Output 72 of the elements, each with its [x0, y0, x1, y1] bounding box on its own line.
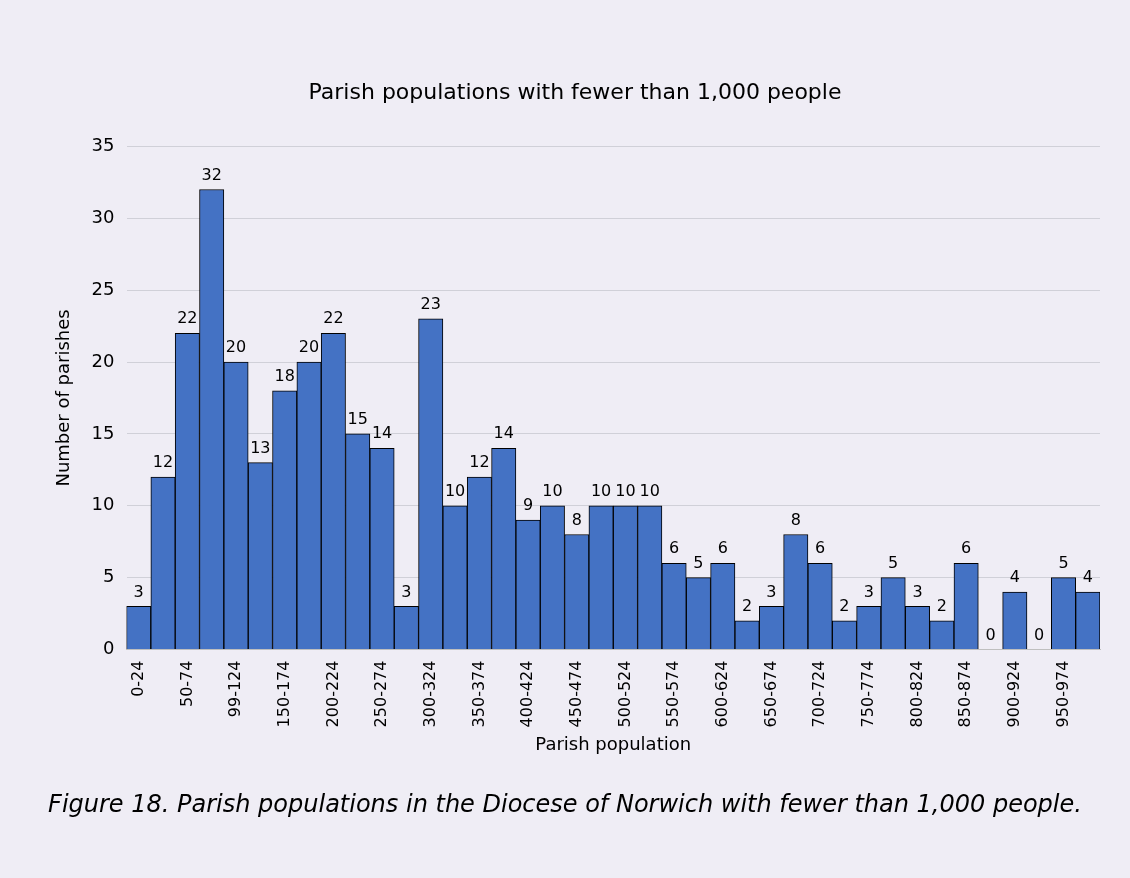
x-tick-label: 400-424 — [517, 660, 537, 728]
data-label: 10 — [444, 480, 466, 500]
data-label: 5 — [693, 552, 704, 572]
data-label: 12 — [152, 452, 174, 472]
data-label: 14 — [371, 423, 393, 443]
data-label: 10 — [542, 480, 563, 500]
x-tick-label: 150-174 — [273, 660, 293, 728]
x-tick-label: 350-374 — [468, 660, 488, 728]
data-label: 10 — [639, 480, 660, 500]
chart-title: Parish populations with fewer than 1,000 people — [308, 78, 842, 104]
data-label: 0 — [985, 624, 996, 644]
data-label: 2 — [936, 595, 947, 615]
x-tick-label: 900-924 — [1003, 660, 1023, 728]
data-label: 2 — [742, 595, 753, 615]
data-label: 6 — [669, 538, 680, 558]
x-tick-label: 700-724 — [809, 660, 829, 728]
y-tick-label: 15 — [91, 421, 115, 443]
data-label: 4 — [1082, 567, 1093, 587]
y-tick-label: 10 — [91, 493, 115, 515]
data-label: 9 — [522, 495, 534, 515]
x-tick-label: 800-824 — [906, 660, 926, 728]
x-tick-label: 550-574 — [663, 660, 683, 728]
data-label: 14 — [493, 423, 514, 443]
data-label: 8 — [790, 509, 801, 529]
data-label: 12 — [469, 452, 490, 472]
data-label: 8 — [571, 509, 582, 529]
x-tick-label: 99-124 — [225, 660, 245, 718]
x-tick-label: 750-774 — [857, 660, 877, 728]
x-tick-label: 850-874 — [955, 660, 975, 728]
data-label: 13 — [250, 437, 271, 457]
x-tick-label: 650-674 — [760, 660, 780, 728]
data-label: 22 — [323, 308, 344, 328]
x-axis-title: Parish population — [535, 732, 692, 754]
y-tick-label: 30 — [91, 205, 115, 227]
x-tick-label: 0-24 — [127, 660, 147, 697]
data-label: 5 — [888, 552, 899, 572]
y-tick-label: 5 — [103, 565, 115, 587]
x-tick-label: 200-224 — [322, 660, 342, 728]
data-label: 6 — [961, 538, 972, 558]
data-label: 18 — [274, 365, 295, 385]
x-tick-label: 450-474 — [565, 660, 585, 728]
x-tick-label: 950-974 — [1052, 660, 1072, 728]
data-label: 6 — [815, 538, 826, 558]
x-tick-label: 600-624 — [711, 660, 731, 728]
data-label: 3 — [766, 581, 777, 601]
data-label: 3 — [863, 581, 874, 601]
data-label: 0 — [1034, 624, 1045, 644]
data-label: 15 — [347, 409, 368, 429]
data-label: 6 — [717, 538, 728, 558]
x-tick-label: 500-524 — [614, 660, 634, 728]
data-label: 4 — [1009, 567, 1020, 587]
x-tick-label: 300-324 — [419, 660, 439, 728]
y-axis-title: Number of parishes — [52, 309, 74, 487]
data-label: 10 — [590, 480, 612, 500]
data-label: 10 — [615, 480, 636, 500]
data-label: 20 — [298, 337, 320, 357]
x-tick-label: 50-74 — [176, 660, 196, 708]
data-label: 23 — [420, 294, 441, 314]
y-tick-label: 0 — [103, 637, 115, 659]
data-label: 22 — [177, 308, 198, 328]
data-label: 3 — [401, 581, 412, 601]
y-tick-label: 25 — [91, 277, 115, 299]
caption: Figure 18. Parish populations in the Diocese of Norwich with fewer than 1,000 people. — [47, 790, 1083, 818]
data-label: 2 — [839, 595, 850, 615]
data-label: 32 — [201, 164, 222, 184]
data-label: 5 — [1058, 552, 1069, 572]
y-tick-label: 20 — [91, 349, 115, 371]
data-label: 20 — [225, 337, 247, 357]
y-tick-label: 35 — [91, 134, 115, 156]
data-label: 3 — [133, 581, 144, 601]
x-tick-label: 250-274 — [371, 660, 391, 728]
data-label: 3 — [912, 581, 923, 601]
